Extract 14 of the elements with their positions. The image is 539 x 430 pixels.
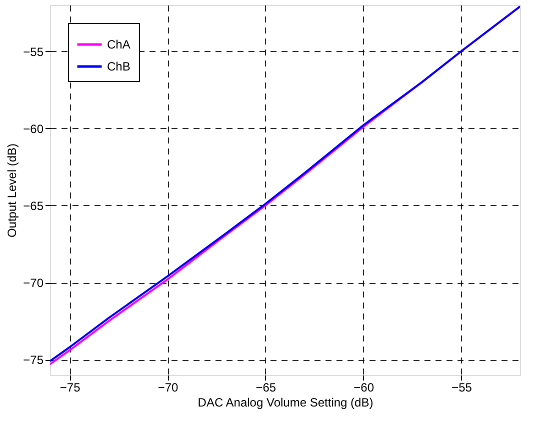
- x-tick-label: −55: [452, 380, 472, 394]
- y-axis-title: Output Level (dB): [5, 143, 20, 238]
- y-tick-label: −75: [23, 353, 44, 368]
- y-tick-label: −60: [23, 122, 44, 136]
- x-tick-label: −60: [354, 380, 374, 394]
- y-tick-label: −70: [23, 276, 44, 290]
- y-tick-label: −65: [23, 198, 44, 213]
- x-tick-label: −70: [158, 380, 178, 394]
- y-tick-label: −55: [23, 44, 44, 59]
- legend-label: ChB: [107, 60, 130, 74]
- legend-label: ChA: [107, 38, 130, 52]
- x-tick-label: −65: [256, 380, 276, 394]
- x-tick-label: −75: [60, 380, 81, 394]
- x-axis-title: DAC Analog Volume Setting (dB): [198, 396, 374, 410]
